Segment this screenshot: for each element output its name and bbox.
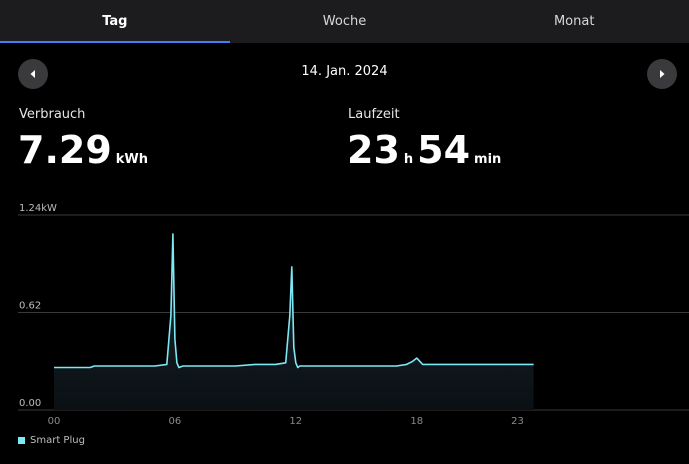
y-tick-label: 1.24kW: [19, 203, 57, 214]
chart-legend: Smart Plug: [18, 435, 85, 446]
x-tick-label: 12: [289, 416, 302, 427]
x-tick-label: 00: [48, 416, 61, 427]
x-tick-label: 18: [410, 416, 423, 427]
runtime-hours-unit: h: [403, 152, 414, 167]
runtime-minutes-unit: min: [474, 152, 502, 167]
consumption-unit: kWh: [115, 152, 149, 167]
runtime-label: Laufzeit: [348, 107, 400, 122]
x-tick-label: 23: [511, 416, 524, 427]
series-area: [54, 233, 534, 410]
legend-swatch: [18, 437, 25, 444]
chevron-right-icon: [660, 70, 665, 78]
consumption-value: 7.29: [18, 128, 112, 172]
tab-week[interactable]: Woche: [322, 14, 367, 29]
next-day-button[interactable]: [647, 59, 677, 89]
consumption-label: Verbrauch: [19, 107, 86, 122]
date-label: 14. Jan. 2024: [301, 64, 388, 79]
chevron-left-icon: [30, 70, 35, 78]
tab-month[interactable]: Monat: [553, 14, 595, 29]
tab-day[interactable]: Tag: [0, 0, 230, 43]
runtime-value-group: 23 h 54 min: [347, 128, 501, 172]
tab-bar: Tag Woche Monat: [0, 0, 689, 43]
y-tick-label: 0.00: [19, 398, 41, 409]
legend-label: Smart Plug: [30, 435, 85, 446]
runtime-minutes: 54: [417, 128, 471, 172]
x-tick-label: 06: [169, 416, 182, 427]
power-chart: 1.24kW 0.62 0.00 00 06 12 18 23: [18, 203, 689, 427]
y-tick-label: 0.62: [19, 301, 41, 312]
runtime-hours: 23: [347, 128, 400, 172]
previous-day-button[interactable]: [18, 59, 48, 89]
series-line: [54, 233, 534, 369]
consumption-value-group: 7.29 kWh: [18, 128, 148, 172]
